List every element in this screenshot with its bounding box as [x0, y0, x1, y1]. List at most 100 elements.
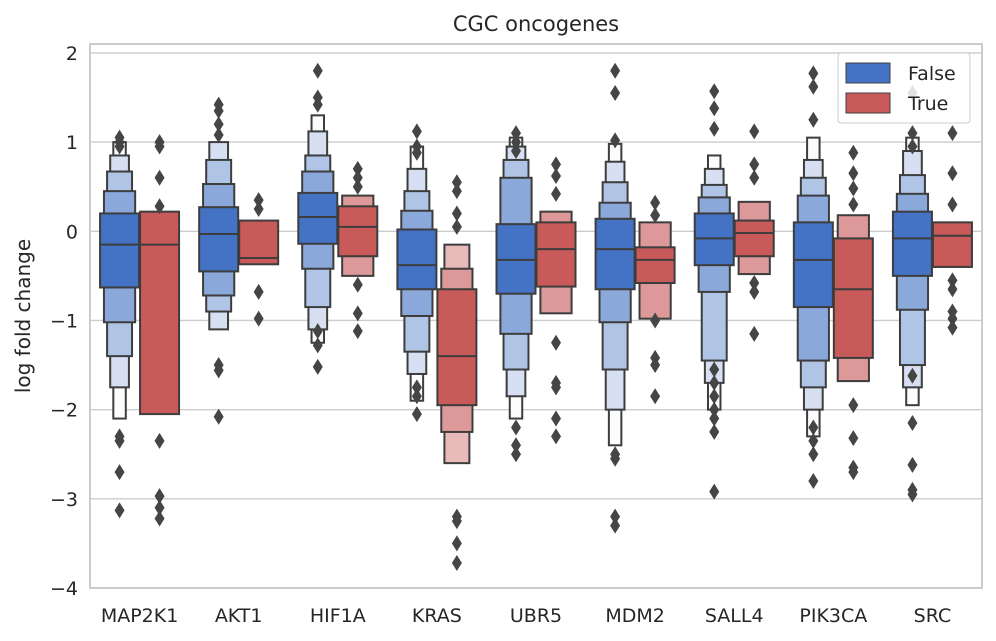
- outlier-point: [709, 120, 720, 137]
- outlier-point: [511, 419, 521, 436]
- outlier-point: [114, 502, 125, 519]
- outlier-point: [947, 310, 958, 327]
- boxen-false-hif1a: [297, 114, 339, 344]
- outlier-point: [312, 337, 323, 354]
- boxen-iqr-box: [436, 288, 478, 407]
- chart-title: CGC oncogenes: [453, 12, 619, 36]
- outlier-point: [411, 379, 422, 396]
- outlier-point: [213, 362, 224, 379]
- outlier-point: [451, 183, 462, 200]
- outlier-point: [709, 374, 720, 391]
- outlier-point: [947, 319, 958, 336]
- x-tick-label: KRAS: [412, 605, 462, 627]
- outlier-point: [411, 406, 422, 423]
- y-tick-label: 1: [66, 132, 78, 154]
- outlier-point: [907, 138, 918, 155]
- plot-frame: [89, 43, 983, 589]
- outlier-point: [154, 138, 165, 155]
- outlier-point: [352, 323, 363, 340]
- boxen-false-ubr5: [495, 136, 537, 420]
- outlier-point: [749, 275, 760, 292]
- outlier-point: [610, 450, 621, 467]
- outlier-point: [749, 156, 760, 173]
- y-tick-label: 0: [66, 221, 78, 243]
- outlier-point: [610, 517, 621, 534]
- outlier-point: [709, 483, 720, 500]
- outlier-point: [907, 415, 918, 432]
- boxen-true-kras: [436, 243, 478, 465]
- x-tick-label: AKT1: [215, 605, 263, 627]
- outlier-point: [907, 456, 918, 473]
- boxen-iqr-box: [792, 221, 834, 309]
- outlier-points: [114, 62, 958, 572]
- y-tick-label: −2: [50, 400, 78, 422]
- boxen-series: [99, 114, 973, 465]
- outlier-point: [709, 410, 720, 427]
- outlier-point: [907, 125, 918, 142]
- boxen-false-akt1: [198, 141, 240, 331]
- outlier-point: [848, 165, 859, 182]
- boxen-iqr-box: [337, 205, 379, 258]
- outlier-point: [114, 138, 125, 155]
- legend-label-true: True: [907, 93, 948, 115]
- outlier-point: [213, 408, 224, 425]
- outlier-point: [451, 218, 462, 235]
- outlier-point: [312, 358, 323, 375]
- legend-swatch-true: [845, 92, 891, 114]
- outlier-point: [848, 144, 859, 161]
- outlier-point: [511, 437, 521, 454]
- outlier-point: [551, 185, 561, 202]
- outlier-point: [451, 205, 462, 222]
- x-tick-label: UBR5: [510, 605, 562, 627]
- boxen-iqr-box: [931, 221, 973, 268]
- outlier-point: [213, 102, 224, 119]
- outlier-point: [709, 83, 720, 100]
- outlier-point: [749, 283, 760, 300]
- outlier-point: [352, 178, 363, 195]
- outlier-point: [154, 198, 165, 215]
- x-tick-label: HIF1A: [310, 605, 366, 627]
- outlier-point: [947, 196, 958, 213]
- outlier-point: [154, 432, 165, 449]
- outlier-point: [749, 123, 760, 140]
- outlier-point: [213, 116, 224, 133]
- outlier-point: [749, 169, 760, 186]
- outlier-point: [511, 446, 521, 463]
- boxen-iqr-box: [297, 191, 339, 245]
- y-axis-label: log fold change: [11, 239, 35, 393]
- outlier-point: [650, 207, 661, 224]
- outlier-point: [253, 283, 264, 300]
- outlier-point: [511, 125, 521, 142]
- boxen-iqr-box: [238, 219, 280, 266]
- boxen-iqr-box: [396, 228, 438, 291]
- outlier-point: [650, 194, 661, 211]
- y-tick-label: −1: [50, 310, 78, 332]
- outlier-point: [808, 419, 819, 436]
- outlier-point: [352, 305, 363, 322]
- outlier-point: [749, 325, 760, 342]
- outlier-point: [610, 85, 621, 102]
- y-tick-label: −4: [50, 578, 78, 600]
- outlier-point: [551, 428, 561, 445]
- boxen-iqr-box: [634, 246, 676, 285]
- boxen-iqr-box: [198, 206, 240, 273]
- boxen-true-sall4: [733, 200, 775, 276]
- outlier-point: [551, 334, 561, 351]
- x-tick-label: PIK3CA: [799, 605, 867, 627]
- outlier-point: [551, 156, 561, 173]
- outlier-point: [551, 167, 561, 184]
- legend: False True: [837, 52, 971, 124]
- boxen-true-hif1a: [337, 194, 379, 277]
- legend-swatch-false: [845, 62, 891, 84]
- outlier-point: [808, 446, 819, 463]
- boxen-iqr-box: [832, 237, 874, 359]
- outlier-point: [154, 499, 165, 516]
- outlier-point: [312, 62, 323, 79]
- x-tick-labels: MAP2K1 AKT1 HIF1A KRAS UBR5 MDM2 SALL4 PIK3CA SR…: [101, 605, 951, 627]
- outlier-point: [411, 123, 422, 140]
- outlier-point: [511, 134, 521, 151]
- outlier-point: [451, 513, 462, 530]
- legend-label-false: False: [908, 63, 956, 85]
- outlier-point: [312, 323, 323, 340]
